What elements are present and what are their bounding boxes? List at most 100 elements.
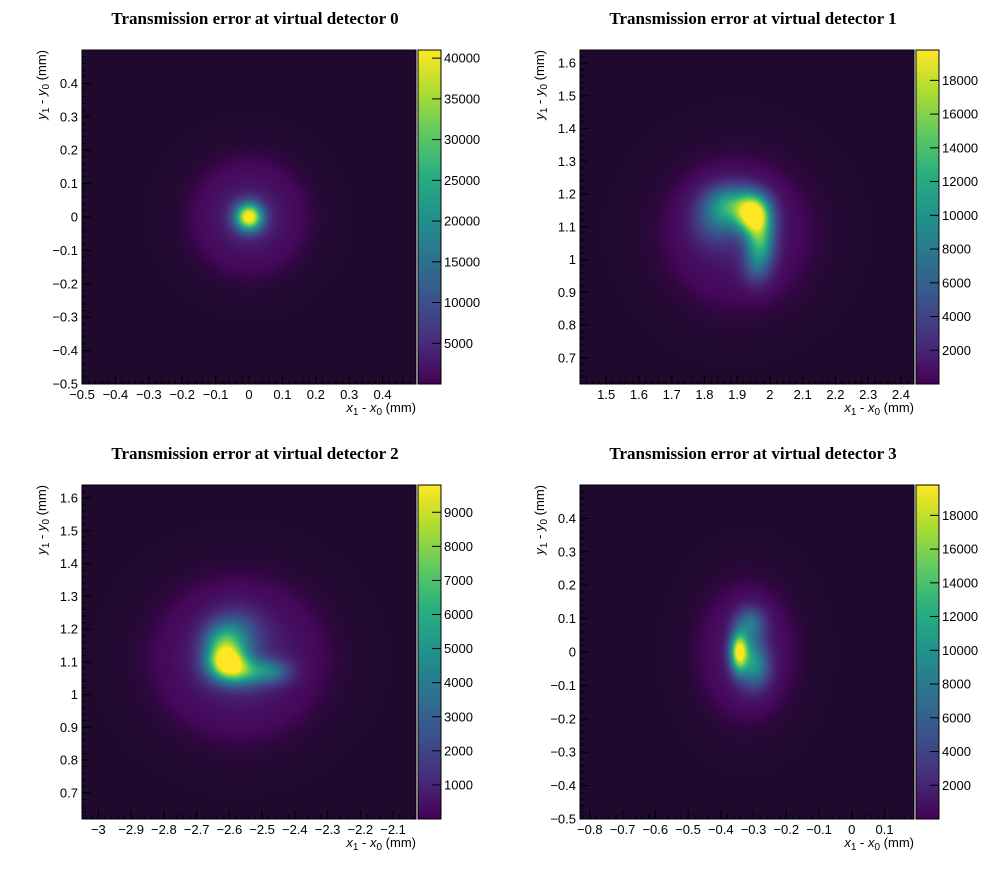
colorbar-tick-label: 15000 (444, 254, 480, 269)
y-tick-label: 1.3 (558, 154, 576, 169)
y-tick-label: 1 (569, 252, 576, 267)
colorbar-tick-label: 20000 (444, 214, 480, 229)
plot-frame (579, 49, 915, 385)
heatmap-image (580, 50, 914, 384)
y-tick-label: −0.3 (52, 310, 78, 325)
y-tick-label: −0.1 (52, 243, 78, 258)
x-tick-label: −0.3 (741, 822, 767, 837)
y-tick-label: 0.4 (558, 511, 576, 526)
y-tick-label: 0.2 (558, 578, 576, 593)
y-axis-title: y1 - y0 (mm) (34, 50, 52, 121)
x-tick-label: −0.6 (642, 822, 668, 837)
x-axis-title: x1 - x0 (mm) (345, 835, 416, 853)
colorbar-tick-label: 8000 (942, 242, 971, 257)
colorbar-tick-label: 30000 (444, 132, 480, 147)
y-tick-label: 1.4 (60, 556, 78, 571)
x-axis-title: x1 - x0 (mm) (843, 835, 914, 853)
x-tick-label: −2.1 (380, 822, 406, 837)
y-tick-label: 0.7 (558, 350, 576, 365)
x-tick-label: 1.5 (597, 387, 615, 402)
colorbar-tick-label: 10000 (444, 295, 480, 310)
colorbar-tick-label: 1000 (444, 777, 473, 792)
x-tick-label: −0.4 (708, 822, 734, 837)
colorbar-tick-label: 8000 (444, 539, 473, 554)
colorbar-tick-label: 2000 (942, 343, 971, 358)
y-tick-label: 0.7 (60, 785, 78, 800)
y-tick-label: 0.8 (558, 318, 576, 333)
panel-detector-0: Transmission error at virtual detector 0… (0, 0, 498, 435)
x-tick-label: −0.1 (806, 822, 832, 837)
colorbar-tick-label: 10000 (942, 643, 978, 658)
x-tick-label: 1.9 (728, 387, 746, 402)
y-tick-label: 0.4 (60, 76, 78, 91)
colorbar-tick-label: 25000 (444, 173, 480, 188)
heatmap-svg: Transmission error at virtual detector 2… (34, 444, 473, 853)
x-tick-label: 0.4 (374, 387, 392, 402)
colorbar-tick-label: 6000 (444, 607, 473, 622)
heatmap-image (580, 485, 914, 819)
y-tick-label: 1.3 (60, 589, 78, 604)
colorbar-tick-label: 2000 (444, 743, 473, 758)
y-tick-label: −0.1 (550, 678, 576, 693)
x-tick-label: −0.5 (69, 387, 95, 402)
colorbar-tick-label: 5000 (444, 336, 473, 351)
x-tick-label: −2.4 (282, 822, 308, 837)
y-tick-label: 1.6 (558, 56, 576, 71)
y-axis-title: y1 - y0 (mm) (532, 50, 550, 121)
y-tick-label: 1 (71, 687, 78, 702)
heatmap-svg: Transmission error at virtual detector 3… (532, 444, 978, 853)
y-tick-label: 1.6 (60, 491, 78, 506)
x-tick-label: −2.2 (347, 822, 373, 837)
x-tick-label: 0.3 (340, 387, 358, 402)
y-tick-label: 1.5 (60, 523, 78, 538)
y-tick-label: −0.4 (52, 343, 78, 358)
colorbar-tick-label: 4000 (942, 309, 971, 324)
colorbar-tick-label: 6000 (942, 275, 971, 290)
y-tick-label: 0.3 (558, 544, 576, 559)
x-tick-label: 2.2 (826, 387, 844, 402)
x-tick-label: −0.1 (203, 387, 229, 402)
colorbar-tick-label: 12000 (942, 609, 978, 624)
y-tick-label: 0.9 (60, 720, 78, 735)
y-tick-label: 0 (569, 645, 576, 660)
color-bar (417, 49, 442, 385)
y-tick-label: −0.5 (52, 377, 78, 392)
x-tick-label: −2.5 (249, 822, 275, 837)
panel-detector-2: Transmission error at virtual detector 2… (0, 435, 498, 870)
y-tick-label: 1.1 (558, 219, 576, 234)
chart-title: Transmission error at virtual detector 2 (111, 444, 398, 463)
colorbar-tick-label: 12000 (942, 174, 978, 189)
x-tick-label: −0.2 (169, 387, 195, 402)
colorbar-tick-label: 16000 (942, 107, 978, 122)
y-tick-label: 1.1 (60, 654, 78, 669)
color-bar (915, 49, 940, 385)
x-tick-label: 1.6 (630, 387, 648, 402)
colorbar-tick-label: 6000 (942, 710, 971, 725)
x-tick-label: −2.8 (151, 822, 177, 837)
x-axis-title: x1 - x0 (mm) (843, 400, 914, 418)
x-tick-label: 0 (848, 822, 855, 837)
y-tick-label: −0.4 (550, 778, 576, 793)
colorbar-tick-label: 7000 (444, 573, 473, 588)
y-tick-label: −0.2 (550, 711, 576, 726)
colorbar-tick-label: 4000 (444, 675, 473, 690)
colorbar-tick-label: 10000 (942, 208, 978, 223)
x-tick-label: 0.1 (875, 822, 893, 837)
x-tick-label: 0 (245, 387, 252, 402)
y-tick-label: 0.8 (60, 753, 78, 768)
x-tick-label: 1.8 (695, 387, 713, 402)
x-tick-label: −0.8 (577, 822, 603, 837)
colorbar-tick-label: 35000 (444, 91, 480, 106)
x-tick-label: −0.3 (136, 387, 162, 402)
x-tick-label: −2.9 (118, 822, 144, 837)
y-tick-label: 0 (71, 210, 78, 225)
y-tick-label: 0.9 (558, 285, 576, 300)
x-tick-label: −0.2 (773, 822, 799, 837)
x-axis-title: x1 - x0 (mm) (345, 400, 416, 418)
x-tick-label: −0.4 (103, 387, 129, 402)
x-tick-label: −0.5 (675, 822, 701, 837)
heatmap-image (82, 50, 416, 384)
y-tick-label: 1.4 (558, 121, 576, 136)
y-axis-title: y1 - y0 (mm) (532, 485, 550, 556)
heatmap-image (82, 485, 416, 819)
